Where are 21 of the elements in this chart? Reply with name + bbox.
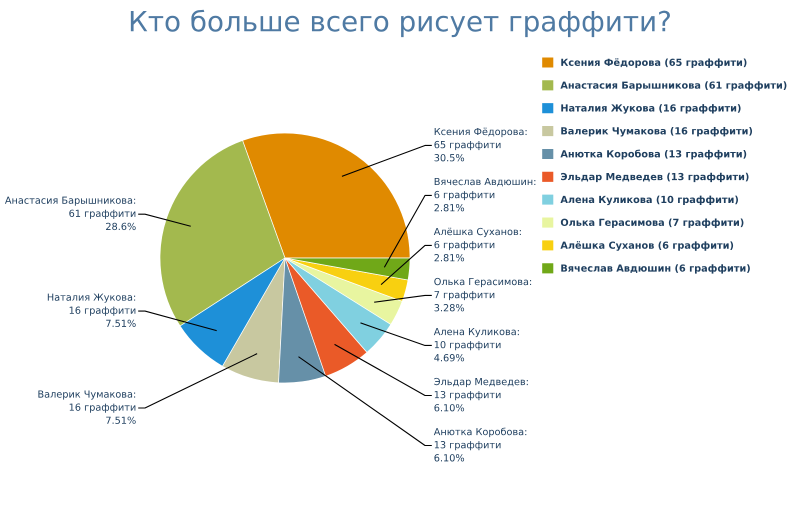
chart-title: Кто больше всего рисует граффити? [130,10,670,38]
data-label: Анастасия Барышникова: 61 граффити 28.6% [4,196,136,230]
legend-label: Анастасия Барышникова (61 граффити) [560,81,786,91]
data-label: Алёшка Суханов: 6 граффити 2.81% [434,228,521,262]
legend-label: Ксения Фёдорова (65 граффити) [561,58,746,68]
legend-label: Олька Герасимова (7 граффити) [560,218,744,228]
data-label: Алена Куликова: 10 граффити 4.69% [434,328,519,362]
data-label: Анютка Коробова: 13 граффити 6.10% [434,428,526,462]
legend-label: Валерик Чумакова (16 граффити) [561,127,752,136]
data-label: Наталия Жукова: 16 граффити 7.51% [48,294,136,328]
legend-label: Алёшка Суханов (6 граффити) [560,241,734,251]
legend-label: Анютка Коробова (13 граффити) [560,150,746,160]
legend-label: Эльдар Медведев (13 граффити) [561,172,749,182]
legend-label: Наталия Жукова (16 граффити) [561,104,741,114]
legend-label: Алена Куликова (10 граффити) [560,196,738,206]
data-label: Вячеслав Авдюшин: 6 граффити 2.81% [434,178,536,212]
data-label: Олька Герасимова: 7 граффити 3.28% [434,278,532,312]
data-label: Эльдар Медведев: 13 граффити 6.10% [434,378,528,412]
legend-label: Вячеслав Авдюшин (6 граффити) [561,264,750,274]
data-label: Валерик Чумакова: 16 граффити 7.51% [38,390,136,424]
data-label: Ксения Фёдорова: 65 граффити 30.5% [434,128,527,162]
